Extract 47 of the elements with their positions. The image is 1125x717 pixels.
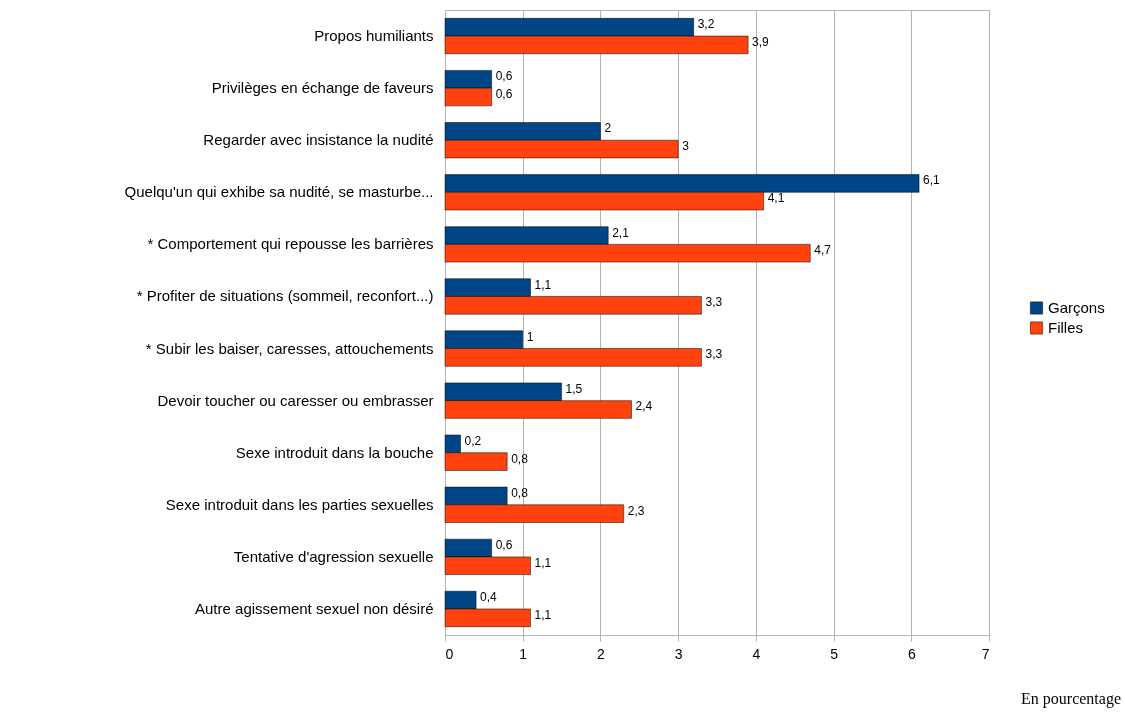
data-label: 0,6 [495, 69, 513, 84]
x-tick-label: 7 [981, 645, 990, 662]
data-label: 3,3 [705, 347, 723, 362]
data-label: 2,3 [627, 503, 645, 518]
data-label: 1 [526, 329, 534, 344]
data-label: 0,8 [511, 451, 529, 466]
data-label: 3 [682, 139, 690, 154]
y-tick-label: * Subir les baiser, caresses, attouchements [145, 339, 434, 357]
data-label: 0,8 [511, 485, 529, 500]
x-tick-label: 6 [907, 645, 916, 662]
x-tick-label: 4 [752, 645, 761, 662]
y-tick-label: Tentative d'agression sexuelle [233, 547, 434, 565]
x-tick-label: 0 [445, 645, 454, 662]
x-tick-label: 5 [830, 645, 839, 662]
data-label: 0,6 [495, 86, 513, 101]
data-label: 1,1 [534, 555, 552, 570]
y-tick-label: Autre agissement sexuel non désiré [195, 599, 434, 617]
legend-label: Filles [1048, 319, 1084, 336]
data-label: 6,1 [923, 173, 941, 188]
legend-label: Garçons [1048, 299, 1105, 316]
y-tick-label: Sexe introduit dans la bouche [235, 443, 434, 461]
y-tick-label: Propos humiliants [314, 27, 434, 45]
data-label: 3,9 [752, 34, 770, 49]
data-label: 1,1 [534, 277, 552, 292]
data-label: 2,1 [612, 225, 630, 240]
y-tick-label: * Comportement qui repousse les barrières [147, 235, 434, 253]
data-label: 3,3 [705, 295, 723, 310]
y-tick-label: Quelqu'un qui exhibe sa nudité, se masturbe... [124, 183, 434, 201]
x-tick-label: 3 [674, 645, 683, 662]
data-label: 0,4 [480, 590, 498, 605]
x-tick-label: 1 [519, 645, 528, 662]
data-label: 0,2 [464, 433, 482, 448]
text: En pourcentage [1021, 690, 1121, 708]
y-tick-label: * Profiter de situations (sommeil, reconfort...) [136, 287, 434, 305]
data-label: 4,1 [767, 191, 785, 206]
x-tick-label: 2 [597, 645, 606, 662]
data-label: 2,4 [635, 399, 653, 414]
y-tick-label: Sexe introduit dans les parties sexuelles [165, 495, 434, 513]
data-label: 0,6 [495, 538, 513, 553]
data-label: 2 [604, 121, 612, 136]
data-label: 4,7 [814, 243, 832, 258]
y-tick-label: Regarder avec insistance la nudité [203, 131, 434, 149]
data-label: 1,1 [534, 607, 552, 622]
y-tick-label: Devoir toucher ou caresser ou embrasser [157, 391, 434, 409]
data-label: 1,5 [565, 381, 583, 396]
y-tick-label: Privilèges en échange de faveurs [211, 79, 434, 97]
data-label: 3,2 [697, 17, 715, 32]
